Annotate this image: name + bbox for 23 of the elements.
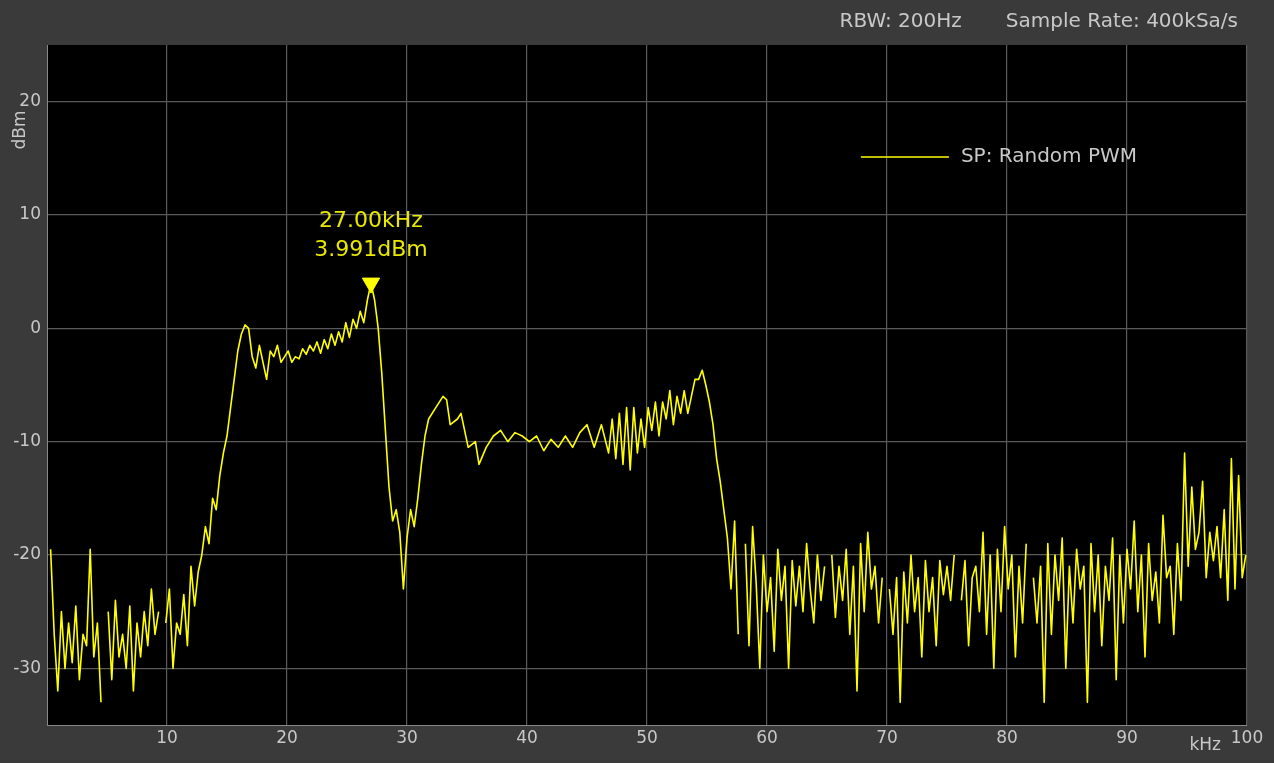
- x-tick-label: 60: [756, 726, 778, 747]
- legend-label: SP: Random PWM: [960, 143, 1138, 168]
- text: RBW: 200Hz: [839, 8, 962, 32]
- y-axis-title: dBm: [9, 110, 30, 150]
- x-tick-label: 20: [276, 726, 298, 747]
- annotation: 3.991dBm: [314, 235, 428, 261]
- x-tick-label: 50: [636, 726, 658, 747]
- x-tick-label: 30: [396, 726, 418, 747]
- y-tick-label: -30: [13, 656, 41, 677]
- x-tick-label: 90: [1116, 726, 1138, 747]
- x-tick-label: 80: [996, 726, 1018, 747]
- x-tick-label: 40: [516, 726, 538, 747]
- x-axis-title: kHz: [1189, 733, 1222, 754]
- x-tick-label: 100: [1230, 726, 1264, 747]
- x-tick-label: 10: [156, 726, 178, 747]
- y-tick-label: 10: [19, 203, 41, 224]
- y-tick-label: -20: [13, 543, 41, 564]
- text: Sample Rate: 400kSa/s: [1005, 8, 1238, 32]
- x-tick-label: 70: [876, 726, 898, 747]
- y-tick-label: 0: [30, 316, 41, 337]
- y-tick-label: -10: [13, 430, 41, 451]
- annotation: 27.00kHz: [319, 206, 423, 232]
- y-tick-label: 20: [19, 90, 41, 111]
